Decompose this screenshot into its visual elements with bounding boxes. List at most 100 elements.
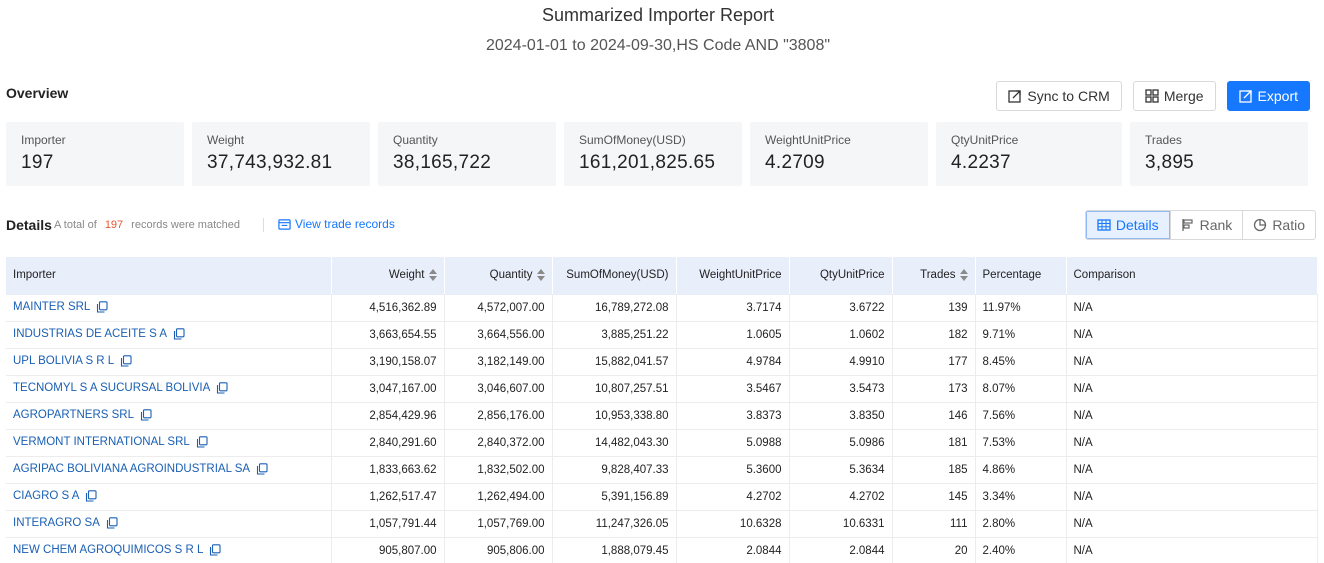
tab-rank-label: Rank [1199, 217, 1233, 233]
importer-name-link[interactable]: AGRIPAC BOLIVIANA AGROINDUSTRIAL SA [13, 463, 251, 476]
sort-icon[interactable] [428, 269, 437, 282]
table-cell: 3.34% [975, 483, 1067, 511]
importer-name-cell[interactable]: TECNOMYL S A SUCURSAL BOLIVIA [6, 375, 332, 403]
table-cell: 3.6722 [789, 294, 893, 322]
cell-value: 905,806.00 [486, 544, 545, 557]
importer-name-cell[interactable]: MAINTER SRL [6, 294, 332, 322]
cell-value: 8.07% [982, 382, 1016, 395]
table-row: MAINTER SRL 4,516,362.89 4,572,007.00 16,78… [6, 294, 1318, 322]
importer-name-cell[interactable]: AGRIPAC BOLIVIANA AGROINDUSTRIAL SA [6, 456, 332, 484]
table-cell: 5.0986 [789, 429, 893, 457]
table-cell: 1,262,494.00 [444, 483, 553, 511]
copy-icon[interactable] [85, 490, 98, 503]
copy-icon[interactable] [196, 436, 208, 449]
table-cell: N/A [1066, 402, 1318, 430]
copy-icon[interactable] [106, 517, 118, 530]
stat-label: Weight [207, 133, 245, 147]
copy-icon[interactable] [96, 301, 108, 314]
sort-icon[interactable] [959, 269, 968, 282]
tab-ratio[interactable]: Ratio [1242, 211, 1315, 239]
stat-label: SumOfMoney(USD) [579, 133, 686, 147]
tab-rank[interactable]: Rank [1169, 211, 1243, 239]
copy-icon[interactable] [140, 409, 152, 422]
cell-value: 1,057,769.00 [477, 517, 545, 530]
stats-row: Importer 197 Weight 37,743,932.81 Quanti… [6, 122, 1308, 186]
table-cell: 3,663,654.55 [331, 321, 445, 349]
table-cell: 182 [892, 321, 976, 349]
cell-value: 173 [948, 382, 968, 395]
sort-icon[interactable] [536, 269, 545, 282]
sync-to-crm-button[interactable]: Sync to CRM [996, 81, 1122, 111]
importer-name-link[interactable]: CIAGRO S A [13, 490, 80, 503]
cell-value: 10,953,338.80 [594, 409, 669, 422]
copy-icon[interactable] [256, 463, 268, 476]
stat-sum-of-money: SumOfMoney(USD) 161,201,825.65 [564, 122, 742, 186]
merge-label: Merge [1163, 88, 1204, 104]
importer-name-cell[interactable]: AGROPARTNERS SRL [6, 402, 332, 430]
tab-details[interactable]: Details [1085, 211, 1170, 239]
importer-name-cell[interactable]: INDUSTRIAS DE ACEITE S A [6, 321, 332, 349]
col-header-label: Weight [388, 269, 425, 282]
table-cell: 15,882,041.57 [552, 348, 677, 376]
cell-value: 3,663,654.55 [369, 328, 437, 341]
table-cell: 1,888,079.45 [552, 537, 677, 563]
col-header-quantity[interactable]: Quantity [444, 257, 553, 295]
importer-name-cell[interactable]: NEW CHEM AGROQUIMICOS S R L [6, 537, 332, 563]
table-row: INDUSTRIAS DE ACEITE S A 3,663,654.55 3,66… [6, 321, 1318, 349]
col-header-trades[interactable]: Trades [892, 257, 976, 295]
export-button[interactable]: Export [1226, 81, 1310, 111]
copy-icon[interactable] [173, 328, 185, 341]
stat-label: Importer [21, 133, 66, 147]
table-cell: 10,953,338.80 [552, 402, 677, 430]
copy-icon[interactable] [120, 355, 132, 368]
stat-label: QtyUnitPrice [951, 133, 1019, 147]
importer-name-link[interactable]: TECNOMYL S A SUCURSAL BOLIVIA [13, 382, 211, 395]
cell-value: 3.34% [982, 490, 1016, 503]
importer-name-cell[interactable]: UPL BOLIVIA S R L [6, 348, 332, 376]
tab-ratio-label: Ratio [1272, 217, 1305, 233]
table-cell: 20 [892, 537, 976, 563]
table-cell: 2.0844 [789, 537, 893, 563]
col-header-percentage: Percentage [975, 257, 1067, 295]
importer-name-link[interactable]: INDUSTRIAS DE ACEITE S A [13, 328, 168, 341]
cell-value: 10,807,257.51 [594, 382, 669, 395]
records-matched-text: A total of 197 records were matched [54, 219, 240, 231]
table-row: INTERAGRO SA 1,057,791.44 1,057,769.00 11,2… [6, 510, 1318, 538]
table-cell: 111 [892, 510, 976, 538]
importer-name-cell[interactable]: VERMONT INTERNATIONAL SRL [6, 429, 332, 457]
cell-value: 1,888,079.45 [601, 544, 669, 557]
cell-value: 3,664,556.00 [477, 328, 545, 341]
col-header-label: QtyUnitPrice [819, 269, 885, 282]
copy-icon[interactable] [209, 544, 221, 557]
importer-name-link[interactable]: MAINTER SRL [13, 301, 91, 314]
importer-name-cell[interactable]: CIAGRO S A [6, 483, 332, 511]
view-trade-records-link[interactable]: View trade records [278, 217, 395, 231]
importer-name-link[interactable]: AGROPARTNERS SRL [13, 409, 134, 422]
importer-name-link[interactable]: INTERAGRO SA [13, 517, 100, 530]
cell-value: 3.5467 [746, 382, 782, 395]
table-cell: N/A [1066, 348, 1318, 376]
table-cell: 4,516,362.89 [331, 294, 445, 322]
importer-name-link[interactable]: VERMONT INTERNATIONAL SRL [13, 436, 190, 449]
table-cell: 10.6331 [789, 510, 893, 538]
cell-value: 2.0844 [849, 544, 885, 557]
table-cell: 4.86% [975, 456, 1067, 484]
importer-name-cell[interactable]: INTERAGRO SA [6, 510, 332, 538]
col-header-label: Importer [13, 269, 56, 282]
merge-button[interactable]: Merge [1132, 81, 1216, 111]
records-icon [278, 218, 291, 230]
table-cell: 10,807,257.51 [552, 375, 677, 403]
importer-name-link[interactable]: UPL BOLIVIA S R L [13, 355, 115, 368]
cell-value: 5.3634 [849, 463, 885, 476]
cell-value: 1,833,663.62 [369, 463, 437, 476]
stat-importer: Importer 197 [6, 122, 184, 186]
table-cell: 185 [892, 456, 976, 484]
copy-icon[interactable] [216, 382, 228, 395]
importer-name-link[interactable]: NEW CHEM AGROQUIMICOS S R L [13, 544, 204, 557]
col-header-weight[interactable]: Weight [331, 257, 445, 295]
cell-value: 3.7174 [746, 301, 782, 314]
divider [263, 218, 264, 232]
table-cell: 3,046,607.00 [444, 375, 553, 403]
table-cell: 7.53% [975, 429, 1067, 457]
cell-value: N/A [1073, 409, 1093, 422]
